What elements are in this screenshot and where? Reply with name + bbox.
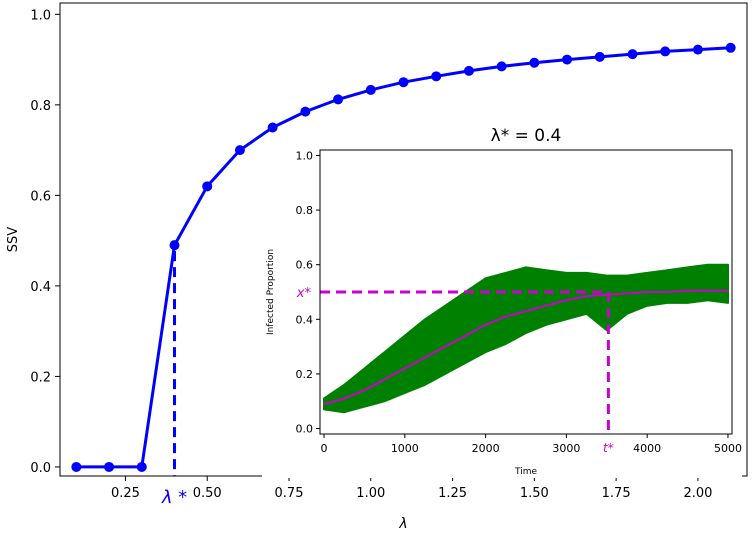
ssv-data-point [136, 461, 147, 472]
inset-plot: λ* = 0.4 0.0 0.2 0.4 0.6 0.8 1.0 0 1000 2000 3000 4… [262, 126, 742, 478]
ssv-data-point [463, 65, 474, 76]
ssv-data-point [267, 122, 278, 133]
ssv-data-point [725, 42, 736, 53]
ssv-data-point [627, 49, 638, 60]
main-x-tick-label: 1.75 [602, 486, 631, 501]
ssv-data-point [529, 57, 540, 68]
main-x-axis-label: λ [398, 516, 407, 532]
main-y-tick-label: 0.2 [30, 370, 51, 385]
x-star-label: x* [296, 286, 312, 301]
ssv-data-point [431, 71, 442, 82]
inset-y-tick-label: 0.0 [296, 423, 314, 436]
inset-y-tick-label: 0.6 [296, 259, 314, 272]
ssv-data-point [660, 46, 671, 57]
inset-y-tick-label: 0.2 [296, 368, 314, 381]
main-x-tick-label: 2.00 [683, 486, 712, 501]
inset-y-axis-label: Infected Proportion [266, 249, 276, 335]
main-x-tick-label: 1.25 [438, 486, 467, 501]
main-y-tick-label: 1.0 [30, 8, 51, 23]
main-y-tick-label: 0.8 [30, 99, 51, 114]
mean-infected-line [323, 289, 728, 405]
ssv-data-point [202, 181, 213, 192]
main-y-tick-label: 0.4 [30, 280, 51, 295]
inset-x-tick-label: 3000 [552, 442, 580, 455]
ssv-data-point [300, 106, 311, 117]
inset-x-tick-label: 4000 [633, 442, 661, 455]
ssv-data-point [234, 145, 245, 156]
ssv-data-point [692, 44, 703, 55]
inset-x-tick-label: 0 [321, 442, 328, 455]
inset-y-tick-label: 0.8 [296, 204, 314, 217]
main-x-tick-label: 1.50 [520, 486, 549, 501]
main-plot: 0.00.20.40.60.81.00.25 0.50 0.75 1.00 1.25 1.… [6, 2, 748, 532]
inset-x-tick-label: 1000 [391, 442, 419, 455]
ssv-data-point [169, 240, 180, 251]
ssv-data-point [365, 84, 376, 95]
inset-x-tick-label: 2000 [472, 442, 500, 455]
t-star-label: t* [603, 441, 614, 455]
main-x-tick-label: 0.25 [111, 486, 140, 501]
ssv-data-point [594, 51, 605, 62]
inset-plot-frame [319, 149, 733, 435]
main-x-tick-label: 0.75 [275, 486, 304, 501]
inset-y-tick-label: 1.0 [296, 149, 314, 162]
inset-x-axis-label: Time [514, 467, 537, 477]
main-y-tick-label: 0.0 [30, 461, 51, 476]
main-x-tick-label: 1.00 [356, 486, 385, 501]
main-y-tick-label: 0.6 [30, 189, 51, 204]
ssv-data-point [333, 94, 344, 105]
main-y-axis-label: SSV [6, 227, 21, 253]
main-x-tick-label: 0.50 [193, 486, 222, 501]
ssv-data-point [104, 461, 115, 472]
ssv-data-point [496, 61, 507, 72]
ssv-data-point [562, 54, 573, 65]
inset-x-tick-label: 5000 [714, 442, 742, 455]
inset-y-tick-label: 0.4 [296, 313, 314, 326]
inset-title: λ* = 0.4 [491, 126, 562, 146]
ssv-data-point [71, 461, 82, 472]
lambda-star-label: λ * [161, 487, 187, 508]
ssv-data-point [398, 77, 409, 88]
